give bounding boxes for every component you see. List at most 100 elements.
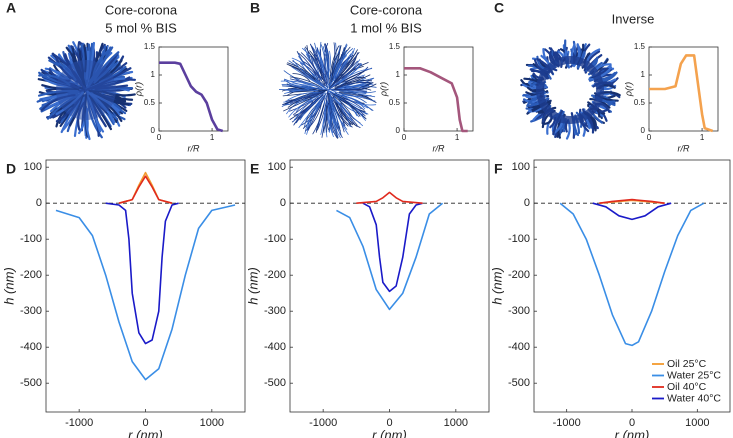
y-tick-label: 100 (268, 161, 286, 173)
microgel-strand (320, 106, 326, 135)
y-tick-label: 1.5 (634, 42, 646, 51)
microgel-strand (334, 60, 356, 83)
microgel-strand (331, 52, 359, 86)
panel-label: A (6, 0, 16, 16)
data-line (599, 198, 665, 204)
y-tick-label: -300 (20, 305, 42, 317)
microgel-strand (280, 80, 325, 90)
microgel-strand (300, 52, 322, 82)
microgel-strand (334, 71, 365, 87)
microgel-strand (338, 68, 373, 86)
x-tick-label: 0 (142, 417, 148, 429)
y-tick-label: -300 (264, 305, 286, 317)
microgel-strand (328, 50, 331, 74)
microgel-strand (337, 102, 354, 126)
y-tick-label: 0 (396, 126, 401, 135)
microgel-strand (316, 47, 325, 75)
y-tick-label: 1 (151, 70, 156, 79)
microgel-strand (336, 81, 371, 89)
x-axis-label: r/R (678, 143, 690, 153)
y-tick-label: -200 (508, 269, 530, 281)
microgel-strand (299, 96, 323, 121)
microgel-strand (293, 98, 316, 115)
legend-label: Oil 40°C (667, 381, 707, 393)
microgel-strand (342, 94, 367, 104)
legend-label: Water 40°C (667, 392, 721, 404)
y-tick-label: 1.5 (389, 42, 401, 51)
panel-title: Core-corona (350, 2, 423, 17)
microgel-strand (300, 62, 320, 82)
plot-frame (45, 159, 246, 413)
microgel-strand (536, 58, 554, 75)
microgel-strand (298, 55, 329, 91)
microgel-core (56, 60, 116, 120)
panel-label: F (494, 161, 503, 177)
microgel-strand (339, 98, 367, 120)
y-axis-label: h (nm) (245, 267, 260, 305)
y-tick-label: 1.5 (144, 42, 156, 51)
microgel-image (36, 41, 136, 141)
microgel-strand (329, 97, 341, 136)
legend-label: Water 25°C (667, 369, 721, 381)
microgel-strand (316, 49, 326, 81)
x-tick-label: -1000 (65, 417, 93, 429)
panel-label: C (494, 0, 504, 16)
microgel-strand (292, 73, 311, 83)
microgel-strand (287, 92, 318, 101)
microgel-strand (325, 100, 329, 138)
microgel-strand (343, 76, 365, 86)
x-tick-label: 0 (157, 133, 162, 142)
microgel-strand (343, 100, 366, 117)
y-tick-label: 100 (512, 161, 530, 173)
microgel-strand (288, 83, 316, 89)
panel-title: Core-corona (105, 2, 178, 17)
microgel-strand (281, 90, 326, 107)
microgel-strand (335, 53, 352, 78)
microgel-strand (296, 94, 321, 112)
microgel-strand (325, 49, 329, 77)
y-tick-label: -400 (508, 341, 530, 353)
microgel-strand (329, 59, 361, 89)
microgel-strand (287, 96, 312, 108)
microgel-strand (289, 97, 319, 120)
y-tick-label: -200 (264, 269, 286, 281)
y-tick-label: -200 (20, 269, 42, 281)
x-tick-label: -1000 (553, 417, 581, 429)
microgel-strand (289, 76, 323, 89)
y-tick-label: 100 (24, 161, 42, 173)
y-tick-label: -100 (264, 233, 286, 245)
microgel-strand (340, 92, 377, 103)
microgel-strand (297, 52, 319, 79)
microgel-strand (327, 103, 333, 132)
x-tick-label: 1000 (685, 417, 709, 429)
microgel-strand (341, 63, 361, 80)
microgel-strand (329, 45, 339, 84)
y-tick-label: -300 (508, 305, 530, 317)
microgel-strand (328, 94, 338, 132)
x-axis-label: r/R (433, 143, 445, 153)
x-tick-label: 0 (647, 133, 652, 142)
y-tick-label: 0 (280, 197, 286, 209)
microgel-strand (293, 92, 326, 122)
microgel-strand (299, 60, 323, 85)
data-line (649, 54, 714, 133)
microgel-strand (316, 91, 328, 131)
microgel-strand (283, 91, 326, 112)
y-tick-label: 1 (396, 70, 401, 79)
microgel-image (278, 41, 377, 139)
microgel-strand (330, 108, 338, 139)
x-tick-label: 1 (210, 133, 215, 142)
microgel-strand (330, 89, 368, 92)
x-tick-label: 0 (629, 417, 635, 429)
y-tick-label: -500 (508, 377, 530, 389)
panel-label: D (6, 161, 16, 177)
microgel-strand (281, 83, 325, 90)
microgel-strand (335, 79, 372, 89)
microgel-strand (343, 85, 368, 90)
microgel-strand (306, 93, 327, 131)
microgel-strand (343, 93, 376, 102)
y-tick-label: 0 (36, 197, 42, 209)
y-axis-label: ρ(r) (378, 82, 388, 97)
microgel-strand (328, 90, 364, 127)
